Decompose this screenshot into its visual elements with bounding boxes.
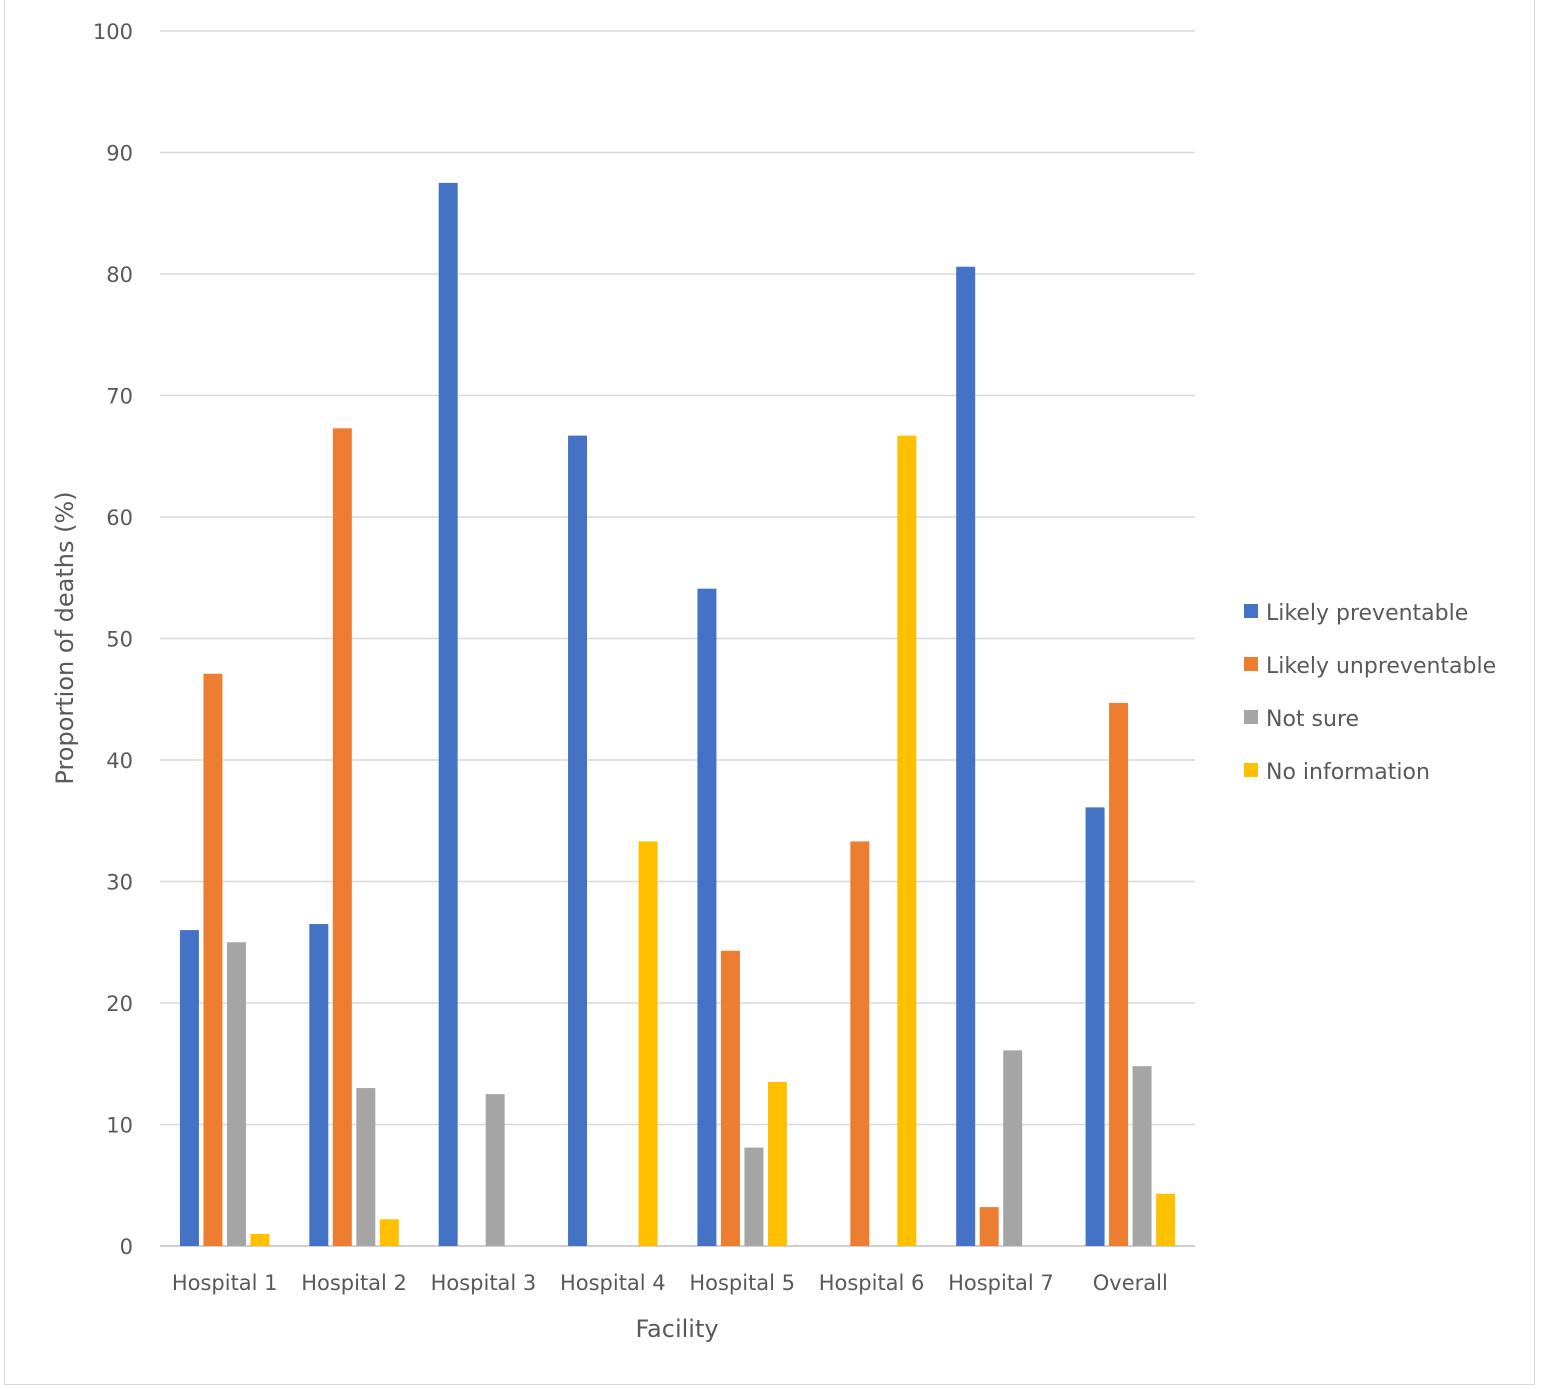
y-tick-label: 30 xyxy=(106,871,133,895)
bar-no-information xyxy=(897,435,917,1247)
legend-label: Not sure xyxy=(1266,707,1359,732)
bar-not-sure xyxy=(1132,1066,1152,1246)
bar-likely-preventable xyxy=(568,435,588,1247)
y-tick-label: 0 xyxy=(120,1235,133,1259)
y-tick-label: 70 xyxy=(106,385,133,409)
x-tick-label: Hospital 5 xyxy=(689,1271,795,1295)
y-tick-label: 80 xyxy=(106,263,133,287)
bar-not-sure xyxy=(485,1094,505,1246)
y-tick-label: 10 xyxy=(106,1114,133,1138)
chart-frame xyxy=(4,0,1535,1385)
bar-not-sure xyxy=(226,942,246,1246)
x-tick-label: Hospital 1 xyxy=(172,1271,278,1295)
legend-label: Likely unpreventable xyxy=(1266,654,1496,679)
bar-likely-unpreventable xyxy=(850,841,870,1246)
bar-likely-preventable xyxy=(697,588,717,1246)
bar-no-information xyxy=(767,1081,787,1246)
y-tick-label: 100 xyxy=(93,20,133,44)
y-tick-label: 60 xyxy=(106,506,133,530)
y-tick-label: 90 xyxy=(106,142,133,166)
x-tick-label: Hospital 3 xyxy=(431,1271,537,1295)
legend-swatch xyxy=(1244,657,1258,671)
bar-likely-unpreventable xyxy=(203,673,223,1246)
bar-no-information xyxy=(379,1219,399,1246)
bar-likely-unpreventable xyxy=(979,1207,999,1246)
bar-no-information xyxy=(1156,1193,1176,1246)
bar-likely-unpreventable xyxy=(720,950,740,1246)
bar-likely-preventable xyxy=(309,924,329,1246)
bar-not-sure xyxy=(356,1088,376,1246)
bar-likely-preventable xyxy=(956,266,976,1247)
x-tick-label: Hospital 6 xyxy=(819,1271,925,1295)
bar-likely-preventable xyxy=(438,182,458,1246)
bar-no-information xyxy=(638,841,658,1246)
bar-likely-unpreventable xyxy=(332,428,352,1246)
legend-swatch xyxy=(1244,710,1258,724)
bar-no-information xyxy=(250,1233,270,1246)
x-tick-label: Hospital 4 xyxy=(560,1271,666,1295)
x-tick-label: Overall xyxy=(1093,1271,1168,1295)
x-axis-label: Facility xyxy=(635,1315,718,1343)
bar-not-sure xyxy=(744,1147,764,1246)
legend-swatch xyxy=(1244,763,1258,777)
y-tick-label: 40 xyxy=(106,749,133,773)
y-axis-ticks: 0 10 20 30 40 50 60 70 80 90 100 xyxy=(93,20,133,1259)
y-axis-label: Proportion of deaths (%) xyxy=(51,491,79,784)
gridlines xyxy=(160,30,1195,1247)
y-tick-label: 50 xyxy=(106,628,133,652)
bar-likely-preventable xyxy=(179,930,199,1246)
legend-swatch xyxy=(1244,604,1258,618)
legend: Likely preventable Likely unpreventable No… xyxy=(1244,601,1496,785)
bar-not-sure xyxy=(1003,1050,1023,1246)
bars xyxy=(179,182,1176,1247)
x-tick-label: Hospital 2 xyxy=(301,1271,407,1295)
y-tick-label: 20 xyxy=(106,992,133,1016)
bar-likely-unpreventable xyxy=(1109,702,1129,1246)
legend-label: Likely preventable xyxy=(1266,601,1468,626)
bar-likely-preventable xyxy=(1085,807,1105,1246)
x-tick-label: Hospital 7 xyxy=(948,1271,1054,1295)
x-axis-ticks: Hospital 1 Hospital 2 Hospital 3 Hospital 4… xyxy=(172,1271,1168,1295)
legend-label: No information xyxy=(1266,760,1430,785)
